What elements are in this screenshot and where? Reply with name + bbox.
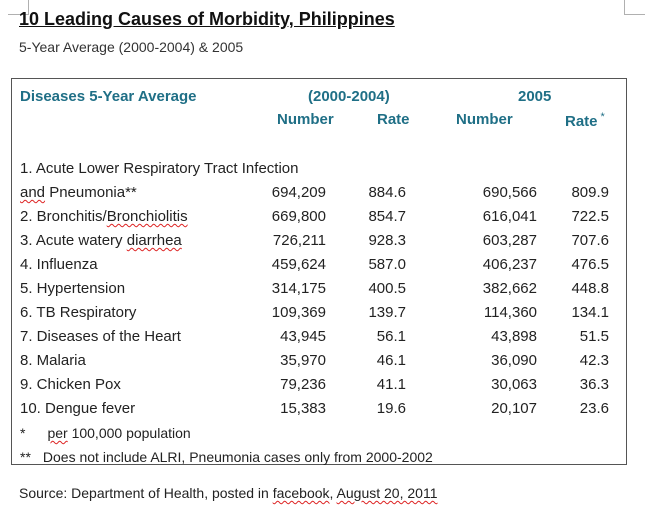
row-3-num1: 726,211 [272, 232, 326, 249]
row-5-name: 5. Hypertension [20, 280, 126, 297]
row-5-rate1: 400.5 [368, 280, 406, 297]
document-title: 10 Leading Causes of Morbidity, Philippi… [19, 9, 395, 29]
source-line: Source: Department of Health, posted in … [19, 485, 438, 501]
row-5-rate2: 448.8 [571, 280, 609, 297]
row-10-num1: 15,383 [280, 400, 326, 417]
header-diseases: Diseases 5-Year Average [20, 88, 197, 105]
row-9-num1: 79,236 [280, 376, 326, 393]
row-6-num1: 109,369 [271, 304, 326, 321]
footnote-per-100000: * per 100,000 population [20, 425, 191, 441]
row-4-rate2: 476.5 [571, 256, 609, 273]
row-1-name: and Pneumonia** [20, 184, 137, 201]
row-1-name-line1: 1. Acute Lower Respiratory Tract Infecti… [20, 160, 299, 177]
row-6-num2: 114,360 [483, 304, 537, 321]
row-4-num1: 459,624 [271, 256, 326, 273]
row-3-name: 3. Acute watery diarrhea [20, 232, 182, 249]
row-1-rate2: 809.9 [571, 184, 609, 201]
row-1-rate1: 884.6 [368, 184, 406, 201]
row-5-num1: 314,175 [271, 280, 326, 297]
row-9-rate2: 36.3 [579, 376, 609, 393]
row-5-num2: 382,662 [482, 280, 537, 297]
row-7-num1: 43,945 [280, 328, 326, 345]
row-6-rate1: 139.7 [368, 304, 406, 321]
row-4-num2: 406,237 [482, 256, 537, 273]
row-10-rate1: 19.6 [376, 400, 406, 417]
row-2-num1: 669,800 [271, 208, 326, 225]
row-6-name: 6. TB Respiratory [20, 304, 137, 321]
row-2-name: 2. Bronchitis/Bronchiolitis [20, 208, 188, 225]
row-7-rate2: 51.5 [579, 328, 609, 345]
row-7-num2: 43,898 [491, 328, 537, 345]
footnote-alri: ** Does not include ALRI, Pneumonia cases… [20, 449, 433, 465]
row-1-num2: 690,566 [482, 184, 537, 201]
row-2-num2: 616,041 [482, 208, 537, 225]
header-period-2005: 2005 [518, 88, 552, 105]
page-corner-mark-right [624, 0, 645, 15]
row-10-num2: 20,107 [491, 400, 537, 417]
row-9-num2: 30,063 [491, 376, 537, 393]
row-10-name: 10. Dengue fever [20, 400, 136, 417]
document-subtitle: 5-Year Average (2000-2004) & 2005 [19, 39, 244, 55]
header-number-2: Number [456, 111, 513, 128]
row-10-rate2: 23.6 [579, 400, 609, 417]
header-rate-1: Rate [377, 111, 410, 128]
row-2-rate2: 722.5 [571, 208, 609, 225]
row-7-name: 7. Diseases of the Heart [20, 328, 181, 345]
page-corner-mark-left [8, 0, 29, 15]
row-2-rate1: 854.7 [368, 208, 406, 225]
row-9-name: 9. Chicken Pox [20, 376, 121, 393]
row-4-name: 4. Influenza [20, 256, 98, 273]
header-rate-2: Rate * [565, 111, 605, 130]
morbidity-table: Diseases 5-Year Average (2000-2004) 2005… [11, 78, 627, 465]
row-1-num1: 694,209 [271, 184, 326, 201]
row-8-num2: 36,090 [491, 352, 537, 369]
row-4-rate1: 587.0 [368, 256, 406, 273]
row-3-rate2: 707.6 [571, 232, 609, 249]
row-7-rate1: 56.1 [376, 328, 406, 345]
row-8-rate1: 46.1 [376, 352, 406, 369]
row-3-num2: 603,287 [482, 232, 537, 249]
header-number-1: Number [277, 111, 334, 128]
row-6-rate2: 134.1 [571, 304, 609, 321]
row-9-rate1: 41.1 [376, 376, 406, 393]
row-8-num1: 35,970 [280, 352, 326, 369]
header-period-2000-2004: (2000-2004) [308, 88, 390, 105]
row-3-rate1: 928.3 [368, 232, 406, 249]
row-8-name: 8. Malaria [20, 352, 86, 369]
row-8-rate2: 42.3 [579, 352, 609, 369]
